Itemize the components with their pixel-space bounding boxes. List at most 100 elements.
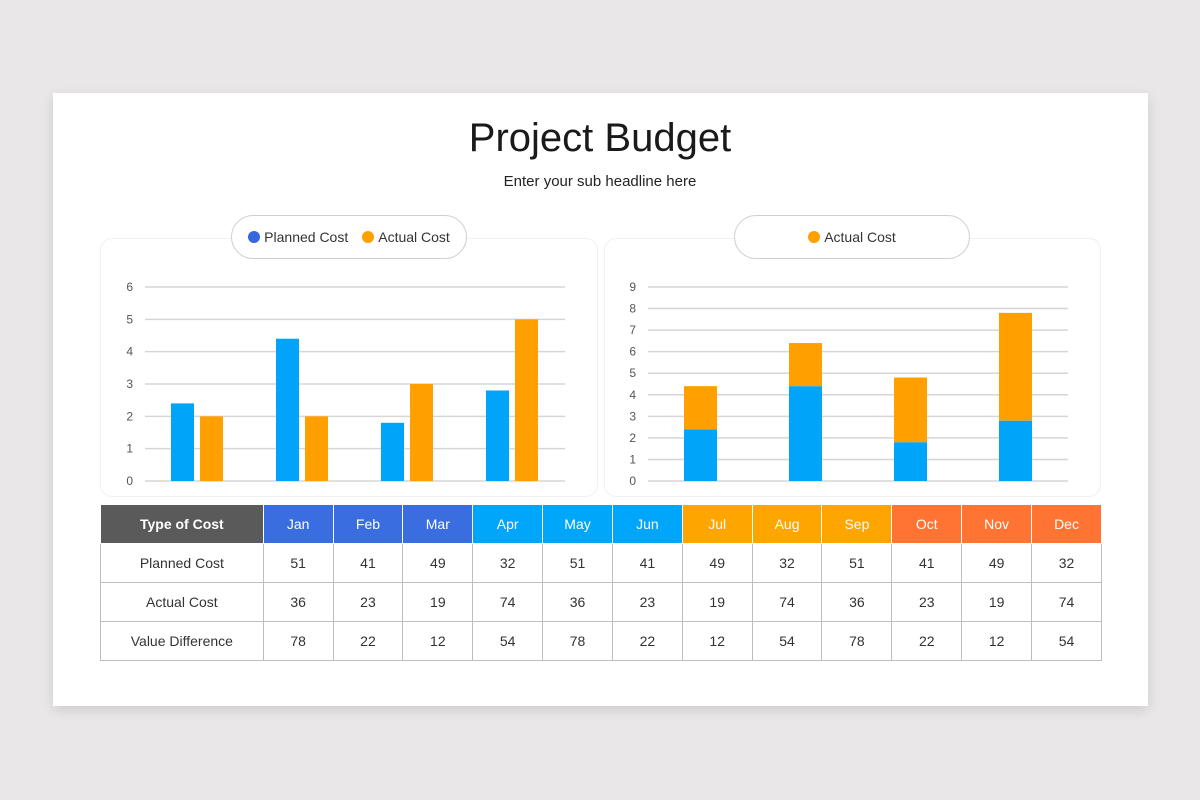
table-cell: 54 <box>1031 621 1102 661</box>
y-tick-label: 9 <box>629 280 636 294</box>
table-row: Value Difference 78 22 12 54 78 22 12 54 78 22 12 54 <box>100 621 1102 661</box>
table-row: Planned Cost 51 41 49 32 51 41 49 32 51 41 49 32 <box>100 543 1102 583</box>
bar-segment-1 <box>999 312 1032 421</box>
table-cell: 41 <box>891 543 963 583</box>
y-tick-label: 6 <box>126 280 133 294</box>
header-month: Sep <box>821 504 893 544</box>
header-month: Nov <box>961 504 1033 544</box>
table-row: Actual Cost 36 23 19 74 36 23 19 74 36 23 19 74 <box>100 582 1102 622</box>
table-cell: 74 <box>751 582 823 622</box>
table-cell: 22 <box>891 621 963 661</box>
page-subtitle: Enter your sub headline here <box>503 173 697 190</box>
y-tick-label: 5 <box>126 312 133 326</box>
legend-label: Actual Cost <box>824 229 896 245</box>
bar-actual <box>200 416 223 481</box>
table-cell: 49 <box>681 543 753 583</box>
table-cell: 54 <box>751 621 823 661</box>
header-month: May <box>542 504 613 544</box>
header-month: Oct <box>891 504 963 544</box>
y-tick-label: 1 <box>126 442 133 456</box>
table-cell: 23 <box>891 582 963 622</box>
legend-right: Actual Cost <box>734 215 970 259</box>
bar-planned <box>171 403 194 481</box>
legend-item-actual: Actual Cost <box>808 229 896 245</box>
table-cell: 32 <box>751 543 823 583</box>
bar-segment-0 <box>789 386 822 481</box>
table-cell: 49 <box>961 543 1033 583</box>
header-month: Jan <box>262 504 334 544</box>
table-cell: 12 <box>961 621 1033 661</box>
table-header-row: Type of Cost Jan Feb Mar Apr May Jun Jul Aug Sep… <box>100 504 1102 544</box>
table-cell: 23 <box>332 582 404 622</box>
y-tick-label: 6 <box>629 345 636 359</box>
y-tick-label: 2 <box>126 409 133 423</box>
header-month: Jul <box>681 504 753 544</box>
y-tick-label: 7 <box>629 323 636 337</box>
bar-actual <box>305 416 328 481</box>
header-month: Aug <box>751 504 823 544</box>
bar-actual <box>410 384 433 481</box>
y-tick-label: 2 <box>629 431 636 445</box>
table-cell: 22 <box>332 621 404 661</box>
table-cell: 12 <box>402 621 474 661</box>
bar-planned <box>381 422 404 481</box>
table-cell: 78 <box>262 621 334 661</box>
legend-item-planned: Planned Cost <box>248 229 348 245</box>
y-tick-label: 1 <box>629 452 636 466</box>
bar-segment-1 <box>894 377 927 443</box>
table-cell: 78 <box>821 621 893 661</box>
table-cell: 51 <box>262 543 334 583</box>
legend-label: Actual Cost <box>378 229 450 245</box>
y-tick-label: 0 <box>126 474 133 488</box>
header-month: Apr <box>472 504 544 544</box>
y-tick-label: 3 <box>629 409 636 423</box>
table-cell: 36 <box>262 582 334 622</box>
table-cell: 41 <box>332 543 404 583</box>
table-cell: 36 <box>821 582 893 622</box>
legend-dot-planned-icon <box>248 231 261 243</box>
table-cell: 74 <box>472 582 544 622</box>
y-tick-label: 4 <box>126 345 133 359</box>
legend-left: Planned Cost Actual Cost <box>231 215 467 259</box>
table-cell: 23 <box>611 582 683 622</box>
table-cell: 54 <box>472 621 544 661</box>
row-label: Actual Cost <box>100 582 264 622</box>
bar-segment-1 <box>684 386 717 430</box>
bar-segment-1 <box>789 343 822 387</box>
table-cell: 32 <box>1031 543 1102 583</box>
header-month: Mar <box>402 504 474 544</box>
bar-planned <box>486 390 509 481</box>
table-cell: 78 <box>542 621 613 661</box>
header-type-of-cost: Type of Cost <box>100 504 264 544</box>
row-label: Planned Cost <box>100 543 264 583</box>
grouped-bar-chart: 0 1 2 3 4 5 6 <box>126 280 565 488</box>
table-cell: 51 <box>542 543 613 583</box>
bar-planned <box>276 338 299 481</box>
y-tick-label: 4 <box>629 388 636 402</box>
table-cell: 32 <box>472 543 544 583</box>
page-title: Project Budget <box>468 116 732 160</box>
table-cell: 19 <box>961 582 1033 622</box>
y-tick-label: 5 <box>629 366 636 380</box>
table-cell: 19 <box>681 582 753 622</box>
table-cell: 22 <box>611 621 683 661</box>
bar-segment-0 <box>684 429 717 481</box>
header-month: Dec <box>1031 504 1102 544</box>
y-tick-label: 3 <box>126 377 133 391</box>
row-label: Value Difference <box>100 621 264 661</box>
y-tick-label: 8 <box>629 302 636 316</box>
table-cell: 51 <box>821 543 893 583</box>
table-cell: 19 <box>402 582 474 622</box>
legend-dot-actual-icon <box>362 231 375 243</box>
y-tick-label: 0 <box>629 474 636 488</box>
table-cell: 36 <box>542 582 613 622</box>
legend-dot-actual-icon <box>808 231 821 243</box>
legend-label: Planned Cost <box>264 229 349 245</box>
table-cell: 41 <box>611 543 683 583</box>
bar-segment-0 <box>894 442 927 481</box>
bar-actual <box>515 319 538 481</box>
table-cell: 12 <box>681 621 753 661</box>
table-cell: 74 <box>1031 582 1102 622</box>
header-month: Jun <box>611 504 683 544</box>
bar-segment-0 <box>999 420 1032 481</box>
